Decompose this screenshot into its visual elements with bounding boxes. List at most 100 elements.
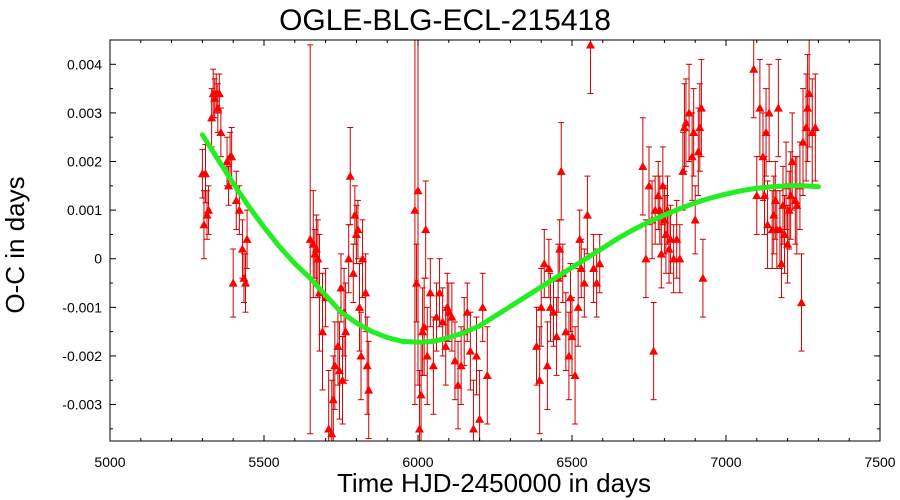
data-point [242, 234, 252, 243]
data-point [350, 210, 360, 219]
data-point [450, 356, 460, 365]
y-tick-label: -0.001 [62, 299, 102, 315]
data-point [318, 327, 328, 336]
data-point [327, 429, 337, 438]
data-point [344, 254, 354, 263]
data-point [441, 341, 451, 350]
x-axis-ticks: 5000 5500 6000 6500 7000 7500 [94, 40, 896, 470]
data-point [803, 103, 813, 112]
data-point [544, 263, 554, 273]
data-point [664, 244, 674, 253]
data-point [311, 244, 321, 253]
x-tick-label: 6500 [556, 454, 587, 470]
data-point [308, 239, 318, 248]
data-point [199, 220, 209, 229]
data-point [535, 375, 545, 384]
data-point [237, 244, 247, 253]
data-point [413, 186, 423, 195]
data-point [475, 414, 485, 423]
data-point [468, 424, 478, 433]
data-point [749, 64, 759, 73]
data-point [241, 278, 251, 287]
data-point [760, 191, 769, 200]
data-point [472, 351, 482, 360]
data-point [234, 205, 244, 214]
y-tick-label: 0.001 [67, 202, 102, 218]
data-point [579, 278, 589, 287]
x-axis-label: Time HJD-2450000 in days [337, 468, 651, 498]
data-point [764, 108, 774, 117]
data-point [776, 259, 786, 268]
data-point [419, 322, 429, 331]
points-layer [197, 40, 820, 438]
data-point [438, 317, 448, 326]
data-point [545, 302, 555, 311]
data-point [410, 205, 420, 214]
x-tick-label: 6000 [402, 454, 433, 470]
data-point [784, 205, 794, 214]
data-point [693, 147, 703, 156]
data-point [338, 375, 348, 384]
data-point [348, 268, 358, 277]
data-point [442, 302, 452, 311]
y-tick-label: 0.002 [67, 154, 102, 170]
data-point [661, 229, 671, 239]
data-point [239, 273, 249, 282]
chart-title: OGLE-BLG-ECL-215418 [279, 4, 611, 37]
data-point [807, 127, 817, 136]
data-point [798, 137, 808, 146]
data-point [658, 181, 668, 190]
data-point [675, 254, 685, 263]
plot-frame [109, 39, 881, 442]
data-point [313, 254, 323, 263]
x-tick-label: 7500 [864, 454, 895, 470]
data-point [354, 302, 364, 311]
data-point [649, 346, 659, 355]
data-point [333, 341, 343, 350]
data-point [695, 122, 705, 132]
data-point [204, 205, 214, 214]
data-point [351, 229, 361, 239]
data-point [669, 254, 679, 263]
data-point [592, 278, 602, 287]
data-point [570, 370, 580, 379]
data-point [666, 234, 676, 243]
data-point [330, 361, 340, 370]
data-point [231, 195, 241, 204]
data-point [796, 297, 806, 307]
data-point [539, 259, 549, 268]
data-point [770, 195, 780, 204]
data-point [334, 366, 344, 375]
data-point [556, 166, 566, 175]
data-point [222, 157, 232, 166]
x-tick-label: 5000 [94, 454, 125, 470]
data-point [564, 351, 574, 360]
data-point [755, 103, 765, 112]
data-point [428, 361, 438, 370]
data-point [769, 210, 779, 219]
y-tick-label: -0.002 [62, 348, 102, 364]
errorbar-layer [199, 39, 819, 441]
x-tick-label: 7000 [710, 454, 741, 470]
y-axis-label: O-C in days [0, 176, 30, 313]
data-point [810, 122, 820, 132]
data-point [696, 103, 706, 112]
data-point [478, 302, 488, 311]
data-point [416, 390, 426, 399]
data-point [690, 215, 700, 224]
data-point [787, 157, 797, 166]
data-point [773, 103, 783, 112]
data-point [804, 88, 814, 98]
data-point [418, 327, 428, 336]
data-point [542, 361, 552, 370]
data-point [573, 302, 583, 311]
data-point [462, 307, 472, 316]
x-tick-label: 5500 [248, 454, 279, 470]
data-point [678, 166, 688, 175]
data-point [415, 424, 425, 433]
data-point [210, 93, 220, 102]
data-point [641, 254, 651, 263]
data-point [561, 327, 571, 336]
y-tick-label: 0 [94, 251, 102, 267]
